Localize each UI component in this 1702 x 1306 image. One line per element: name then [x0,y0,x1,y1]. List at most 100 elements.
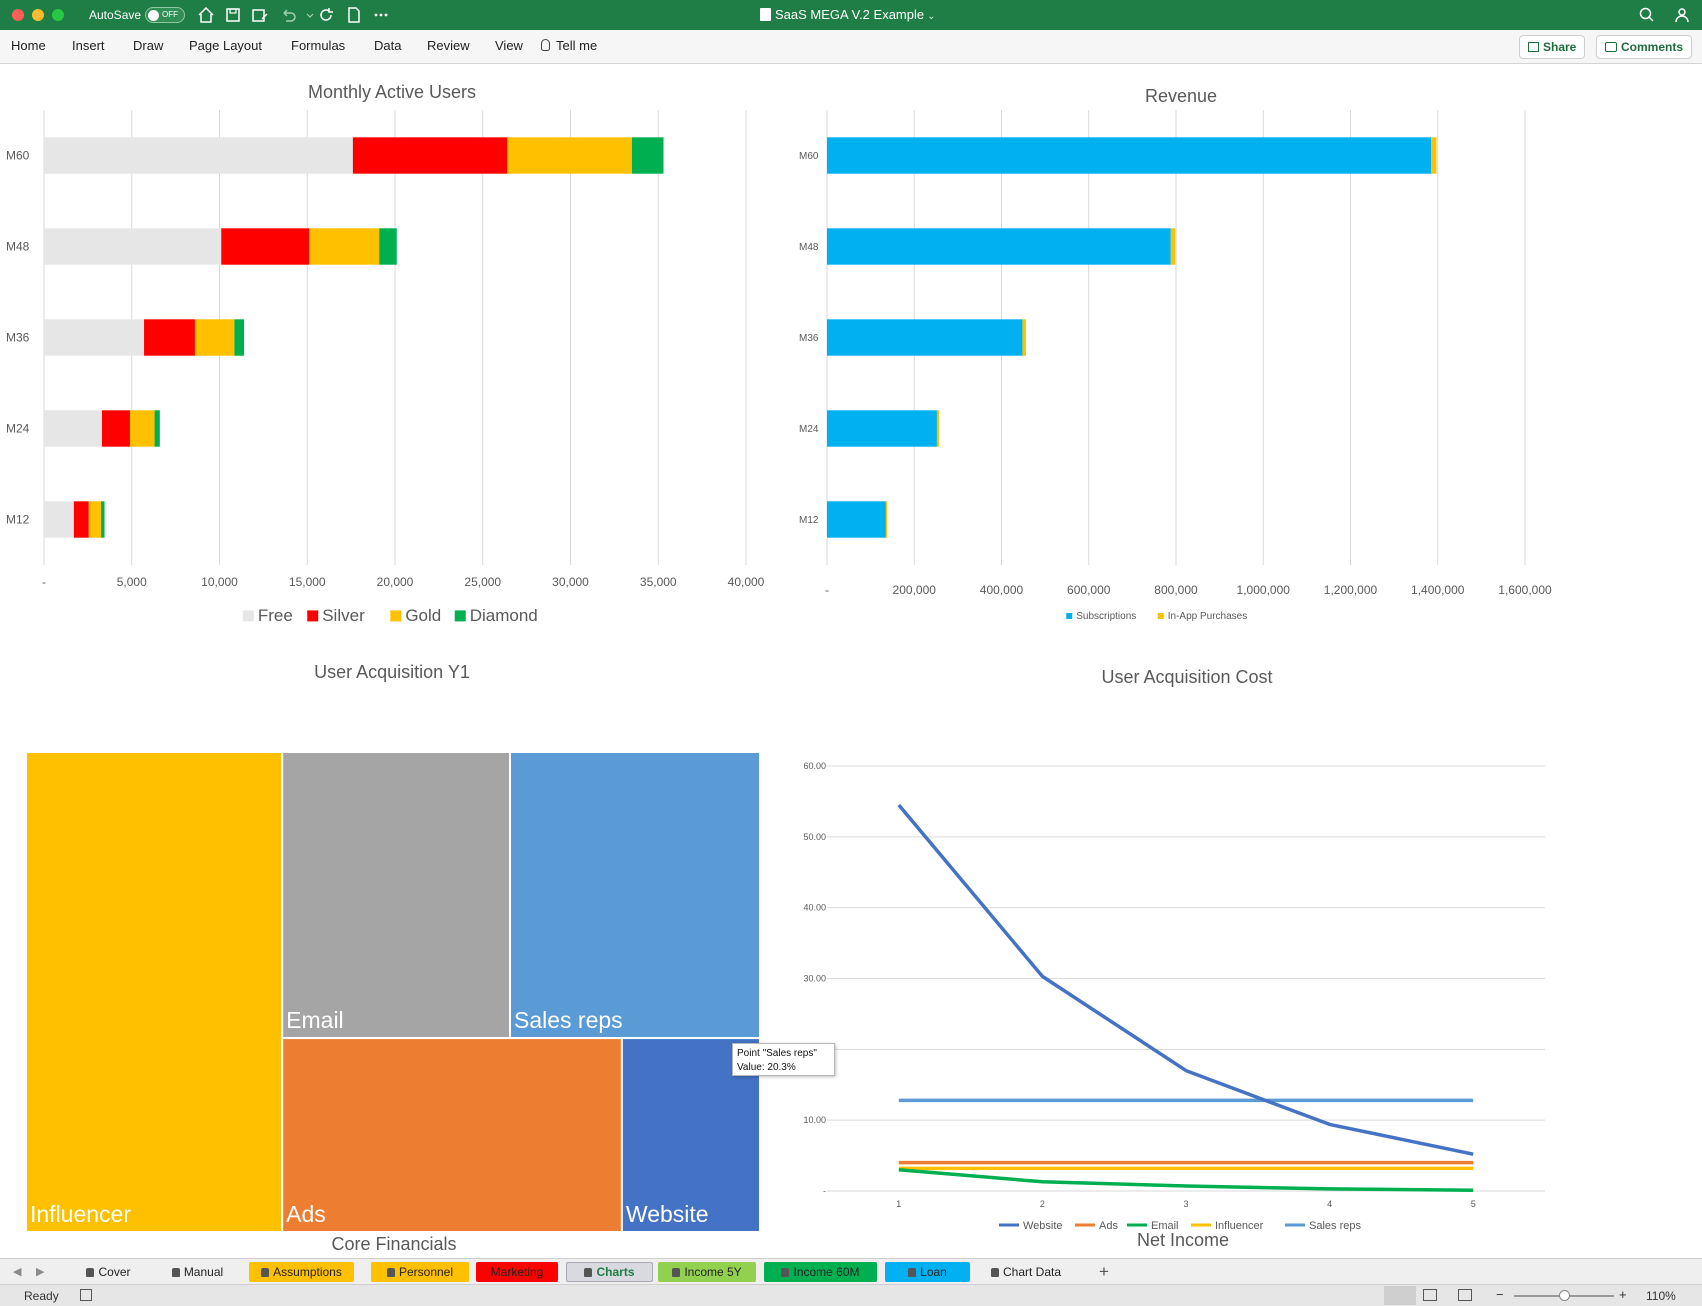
category-label: M12 [6,513,30,527]
treemap-tile-sales-reps [508,751,761,1040]
scroll-tabs-right-icon[interactable]: ▶ [36,1266,45,1278]
normal-view-icon[interactable] [1384,1286,1416,1305]
x-tick-label: 15,000 [289,575,326,589]
zoom-slider[interactable] [1514,1290,1614,1301]
autosave-toggle[interactable]: OFF [145,7,185,23]
sheet-tab-label: Chart Data [1002,1265,1062,1279]
scroll-tabs-left-icon[interactable]: ◀ [13,1266,22,1278]
zoom-level[interactable]: 110% [1646,1289,1676,1303]
worksheet[interactable]: Monthly Active Users Revenue User Acquis… [0,64,1702,1258]
share-icon [1528,42,1539,52]
bar-free [44,228,222,265]
legend-label-in-app-purchases: In-App Purchases [1168,611,1248,622]
sheet-tab-charts[interactable]: Charts [566,1262,653,1282]
save-icon[interactable] [223,5,243,25]
x-tick-label: 1,000,000 [1237,583,1291,597]
sheet-tab-label: Personnel [398,1265,454,1279]
x-tick-label: 25,000 [464,575,501,589]
tell-me-search[interactable]: Tell me [541,38,597,53]
add-sheet-icon[interactable]: + [1099,1262,1109,1281]
new-document-icon[interactable] [344,5,364,25]
lock-icon [990,1267,999,1277]
acquisition-chart-title: User Acquisition Y1 [314,662,470,682]
sheet-tab-assumptions[interactable]: Assumptions [249,1262,354,1282]
home-icon[interactable] [196,5,216,25]
category-label: M60 [799,151,819,162]
line-email [898,1168,1474,1193]
x-tick-label: 30,000 [552,575,589,589]
sheet-tab-manual[interactable]: Manual [155,1262,240,1282]
uac-chart[interactable]: -10.0020.0030.0040.0050.0060.0012345Webs… [780,686,1702,1246]
legend-label-subscriptions: Subscriptions [1076,611,1136,622]
legend-swatch-free [242,610,254,622]
tab-insert[interactable]: Insert [72,38,105,53]
redo-icon[interactable] [316,5,336,25]
uac-chart-title: User Acquisition Cost [1101,667,1273,687]
document-title[interactable]: SaaS MEGA V.2 Example ⌄ [760,7,936,22]
sheet-tab-personnel[interactable]: Personnel [371,1262,469,1282]
sheet-tab-cover[interactable]: Cover [65,1262,152,1282]
revenue-chart[interactable]: - 200,000 400,000 600,000 800,000 1,000,000 1,… [780,110,1702,710]
undo-dropdown-icon[interactable] [300,5,314,25]
save-as-icon[interactable] [250,5,270,25]
tab-view[interactable]: View [495,38,523,53]
sheet-tab-income-5y[interactable]: Income 5Y [658,1262,756,1282]
zoom-out-icon[interactable]: − [1496,1287,1504,1302]
tab-page-layout[interactable]: Page Layout [189,38,263,53]
more-options-icon[interactable] [371,5,391,25]
acquisition-treemap[interactable]: Influencer Email Sales reps Ads Website [0,686,780,1246]
status-ready: Ready [24,1289,59,1303]
page-break-view-icon[interactable] [1458,1289,1472,1301]
undo-icon[interactable] [278,5,298,25]
tab-review[interactable]: Review [427,38,470,53]
x-tick-label: 400,000 [980,583,1024,597]
legend-label-website: Website [1023,1220,1063,1232]
search-icon[interactable] [1637,5,1657,25]
chevron-down-icon: ⌄ [927,11,936,22]
zoom-window-button[interactable] [52,9,64,21]
bar-gold [88,501,102,538]
treemap-tile-email [281,751,511,1040]
x-tick-label: 4 [1327,1199,1332,1209]
category-label: M48 [799,242,819,253]
mau-chart[interactable]: - 5,000 10,000 15,000 20,000 25,000 30,000 35,0… [0,110,780,710]
treemap-tile-influencer [25,751,284,1233]
sheet-tab-income-60m[interactable]: Income 60M [764,1262,877,1282]
legend-swatch-diamond [454,610,466,622]
comments-button[interactable]: Comments [1596,35,1693,59]
zoom-slider-thumb[interactable] [1559,1290,1570,1301]
lock-icon [781,1267,790,1277]
lock-icon [672,1267,681,1277]
y-tick-label: 30.00 [803,974,826,984]
sheet-tab-label: Charts [596,1265,635,1279]
x-tick-label: 2 [1040,1199,1045,1209]
tab-formulas[interactable]: Formulas [291,38,346,53]
bar-free [44,501,74,538]
share-label: Share [1543,40,1577,54]
tab-data[interactable]: Data [374,38,402,53]
share-button[interactable]: Share [1519,35,1586,59]
tab-draw[interactable]: Draw [133,38,164,53]
x-tick-label: - [825,583,829,597]
zoom-in-icon[interactable]: + [1619,1287,1627,1302]
lock-icon [86,1267,95,1277]
close-window-button[interactable] [12,9,24,21]
core-financials-title: Core Financials [331,1234,457,1254]
minimize-window-button[interactable] [32,9,44,21]
accessibility-icon[interactable] [80,1289,92,1301]
bar-subscriptions [827,319,1023,356]
mau-chart-title: Monthly Active Users [307,82,477,102]
category-label: M36 [6,331,30,345]
sheet-tab-loan[interactable]: Loan [885,1262,970,1282]
account-icon[interactable] [1672,5,1692,25]
excel-file-icon [760,8,771,21]
sheet-tab-label: Cover [98,1265,131,1279]
page-layout-view-icon[interactable] [1423,1289,1437,1301]
legend-label-free: Free [258,606,293,625]
legend-label-sales-reps: Sales reps [1309,1220,1361,1232]
sheet-tab-marketing[interactable]: Marketing [476,1262,558,1282]
sheet-tab-chart-data[interactable]: Chart Data [976,1262,1076,1282]
tab-home[interactable]: Home [11,38,46,53]
legend-label-influencer: Influencer [1215,1220,1264,1232]
chart-tooltip: Point "Sales reps" Value: 20.3% [732,1043,835,1076]
